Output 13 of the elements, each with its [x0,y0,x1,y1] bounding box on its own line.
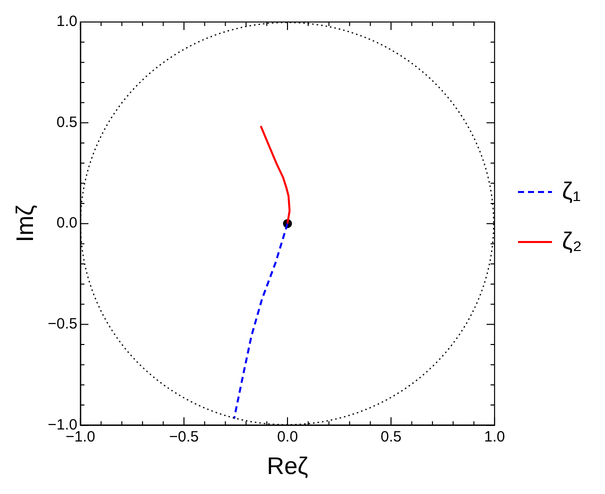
y-tick-label: −0.5 [48,316,78,333]
x-tick-label: 0.0 [277,428,298,446]
legend-label: ζ₁ [562,178,581,206]
legend-label: ζ₂ [562,228,582,256]
x-tick-label: −0.5 [169,428,199,446]
x-axis-title: Reζ [266,453,309,480]
y-tick-label: 1.0 [56,13,78,30]
x-tick-label: 0.5 [380,428,402,446]
y-axis-title: Imζ [12,204,40,242]
y-tick-label: 0.0 [56,214,78,232]
y-tick-label: −1.0 [48,416,78,434]
y-tick-label: 0.5 [56,114,78,131]
x-tick-label: 1.0 [484,428,506,446]
